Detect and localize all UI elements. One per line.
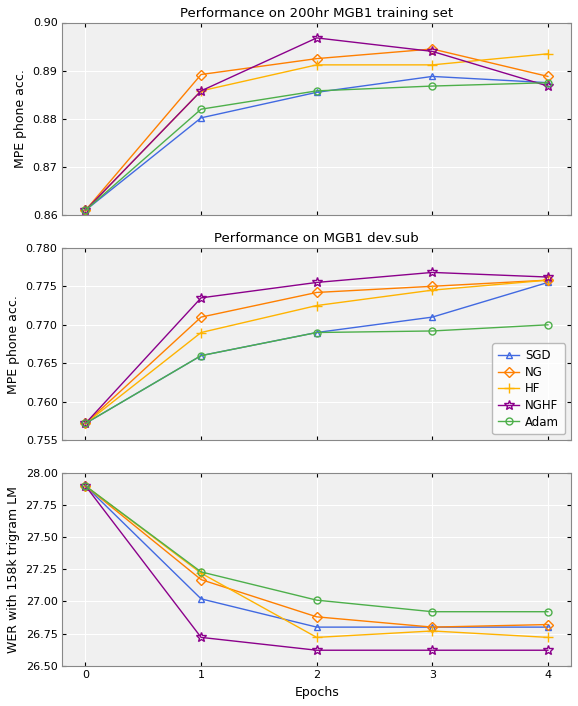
SGD bbox=[544, 623, 551, 631]
SGD bbox=[313, 623, 320, 631]
SGD bbox=[313, 88, 320, 97]
Line: SGD: SGD bbox=[82, 279, 551, 427]
Title: Performance on MGB1 dev.sub: Performance on MGB1 dev.sub bbox=[214, 232, 419, 245]
Line: HF: HF bbox=[80, 49, 553, 215]
NGHF bbox=[198, 294, 205, 302]
SGD bbox=[198, 594, 205, 603]
NGHF bbox=[313, 646, 320, 654]
Adam bbox=[429, 82, 436, 90]
SGD bbox=[544, 78, 551, 87]
NG bbox=[544, 621, 551, 629]
HF bbox=[429, 627, 436, 635]
HF bbox=[313, 633, 320, 642]
NG bbox=[544, 276, 551, 285]
Y-axis label: MPE phone acc.: MPE phone acc. bbox=[14, 69, 27, 168]
Adam bbox=[82, 419, 89, 428]
HF bbox=[198, 328, 205, 337]
Line: Adam: Adam bbox=[82, 321, 551, 427]
Title: Performance on 200hr MGB1 training set: Performance on 200hr MGB1 training set bbox=[180, 7, 453, 20]
SGD bbox=[82, 206, 89, 215]
NG bbox=[429, 282, 436, 291]
NGHF bbox=[198, 87, 205, 95]
Y-axis label: WER with 158k trigram LM: WER with 158k trigram LM bbox=[7, 486, 20, 653]
NGHF bbox=[544, 82, 551, 90]
SGD bbox=[429, 313, 436, 321]
Legend: SGD, NG, HF, NGHF, Adam: SGD, NG, HF, NGHF, Adam bbox=[492, 344, 565, 434]
Line: NGHF: NGHF bbox=[80, 33, 553, 215]
NG bbox=[198, 71, 205, 79]
HF bbox=[82, 419, 89, 428]
Adam bbox=[544, 607, 551, 616]
Line: Adam: Adam bbox=[82, 482, 551, 615]
HF bbox=[429, 286, 436, 294]
Line: SGD: SGD bbox=[82, 482, 551, 630]
NG bbox=[313, 54, 320, 63]
Line: NG: NG bbox=[82, 277, 551, 427]
NG bbox=[429, 44, 436, 53]
NGHF bbox=[82, 481, 89, 490]
HF bbox=[198, 569, 205, 578]
SGD bbox=[544, 278, 551, 287]
Adam bbox=[313, 596, 320, 604]
NGHF bbox=[429, 646, 436, 654]
SGD bbox=[313, 328, 320, 337]
SGD bbox=[82, 481, 89, 490]
HF bbox=[82, 206, 89, 215]
Line: HF: HF bbox=[80, 481, 553, 642]
Adam bbox=[544, 321, 551, 329]
NG bbox=[429, 623, 436, 631]
NG bbox=[82, 481, 89, 490]
NGHF bbox=[313, 278, 320, 287]
Line: NG: NG bbox=[82, 482, 551, 630]
HF bbox=[313, 61, 320, 69]
Adam bbox=[198, 105, 205, 114]
NG bbox=[198, 313, 205, 321]
NGHF bbox=[82, 206, 89, 215]
Adam bbox=[313, 87, 320, 95]
NG bbox=[313, 613, 320, 621]
SGD bbox=[198, 352, 205, 360]
HF bbox=[82, 481, 89, 490]
Line: NG: NG bbox=[82, 45, 551, 214]
NG bbox=[82, 206, 89, 215]
NGHF bbox=[429, 268, 436, 277]
NGHF bbox=[544, 273, 551, 281]
Adam bbox=[198, 568, 205, 576]
NG bbox=[544, 72, 551, 80]
NG bbox=[313, 288, 320, 297]
Adam bbox=[82, 206, 89, 215]
SGD bbox=[82, 419, 89, 428]
HF bbox=[429, 61, 436, 69]
Adam bbox=[429, 607, 436, 616]
HF bbox=[313, 301, 320, 310]
Line: NGHF: NGHF bbox=[80, 481, 553, 655]
HF bbox=[544, 633, 551, 642]
Adam bbox=[544, 78, 551, 87]
NGHF bbox=[313, 34, 320, 42]
X-axis label: Epochs: Epochs bbox=[294, 686, 339, 699]
Line: NGHF: NGHF bbox=[80, 268, 553, 429]
NG bbox=[198, 575, 205, 584]
NG bbox=[82, 419, 89, 428]
NGHF bbox=[198, 633, 205, 642]
Adam bbox=[313, 328, 320, 337]
HF bbox=[544, 49, 551, 58]
Adam bbox=[198, 352, 205, 360]
NGHF bbox=[82, 419, 89, 428]
SGD bbox=[429, 72, 436, 80]
NGHF bbox=[429, 47, 436, 56]
Line: HF: HF bbox=[80, 275, 553, 429]
SGD bbox=[198, 114, 205, 122]
Adam bbox=[82, 481, 89, 490]
NGHF bbox=[544, 646, 551, 654]
HF bbox=[198, 87, 205, 95]
Line: SGD: SGD bbox=[82, 73, 551, 214]
Adam bbox=[429, 327, 436, 335]
Y-axis label: MPE phone acc.: MPE phone acc. bbox=[7, 294, 20, 393]
HF bbox=[544, 276, 551, 285]
SGD bbox=[429, 623, 436, 631]
Line: Adam: Adam bbox=[82, 79, 551, 214]
